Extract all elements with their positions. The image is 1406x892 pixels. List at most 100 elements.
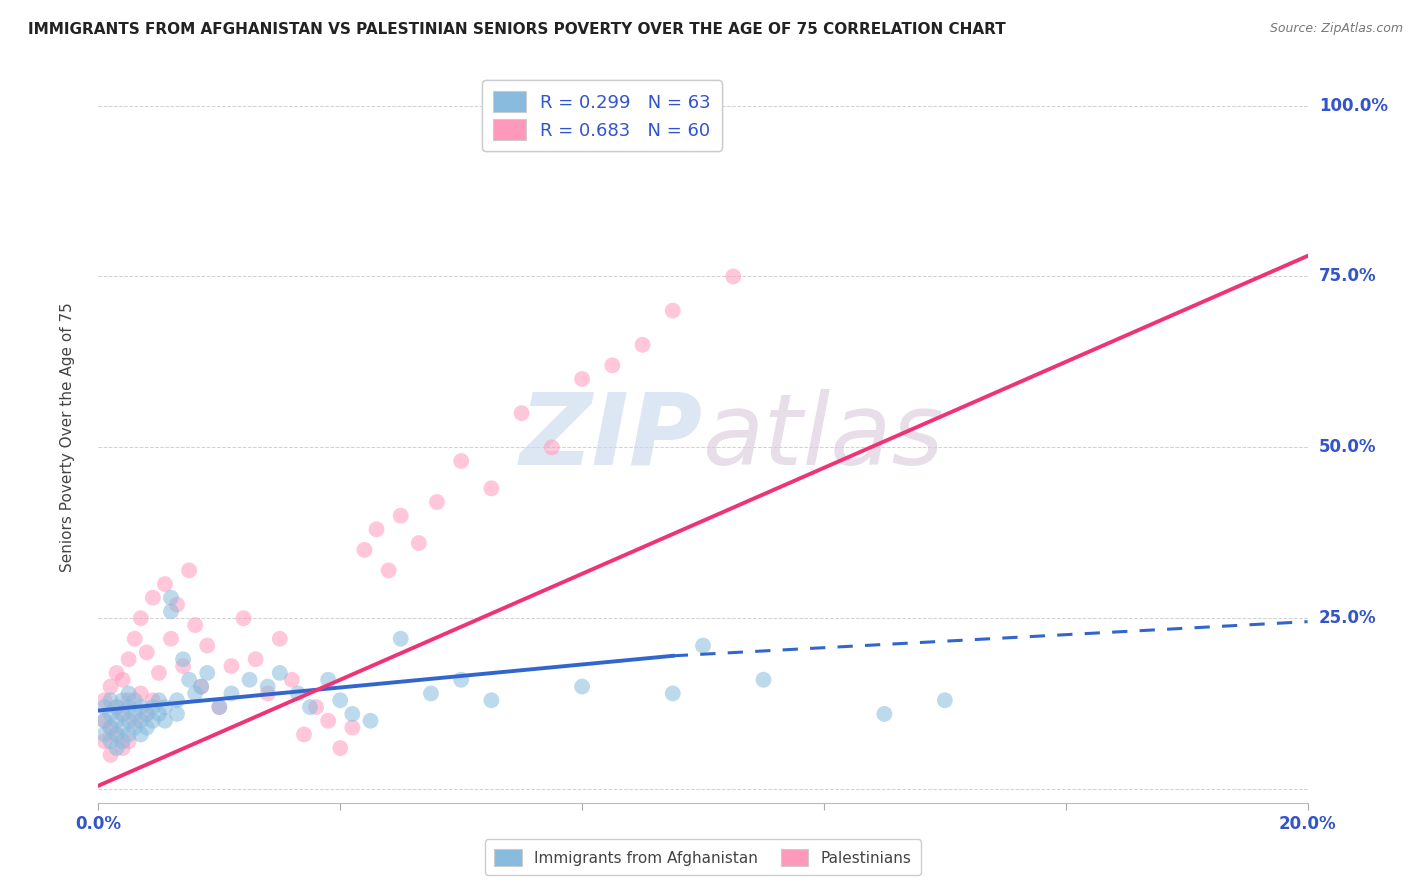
Point bbox=[93, 693, 115, 707]
Point bbox=[269, 665, 291, 680]
Point bbox=[752, 673, 775, 687]
Point bbox=[153, 714, 176, 728]
Point bbox=[160, 591, 183, 605]
Point bbox=[661, 686, 683, 700]
Point bbox=[105, 741, 128, 756]
Point bbox=[142, 714, 165, 728]
Point bbox=[172, 659, 194, 673]
Point bbox=[93, 714, 115, 728]
Point bbox=[934, 693, 956, 707]
Point bbox=[221, 659, 243, 673]
Point bbox=[305, 700, 328, 714]
Point bbox=[221, 686, 243, 700]
Point bbox=[232, 611, 254, 625]
Point bbox=[129, 714, 152, 728]
Point bbox=[118, 727, 141, 741]
Point bbox=[269, 632, 291, 646]
Point bbox=[419, 686, 441, 700]
Point bbox=[329, 741, 352, 756]
Point bbox=[148, 693, 170, 707]
Point bbox=[100, 706, 122, 721]
Point bbox=[93, 727, 115, 741]
Text: 75.0%: 75.0% bbox=[1319, 268, 1376, 285]
Point bbox=[129, 686, 152, 700]
Point bbox=[153, 700, 176, 714]
Point bbox=[166, 693, 188, 707]
Point bbox=[135, 706, 157, 721]
Point bbox=[366, 522, 388, 536]
Point bbox=[426, 495, 449, 509]
Point bbox=[111, 734, 134, 748]
Point bbox=[190, 680, 212, 694]
Point bbox=[148, 665, 170, 680]
Text: Source: ZipAtlas.com: Source: ZipAtlas.com bbox=[1270, 22, 1403, 36]
Point bbox=[111, 741, 134, 756]
Point bbox=[118, 700, 141, 714]
Point bbox=[256, 686, 278, 700]
Point bbox=[142, 591, 165, 605]
Point bbox=[692, 639, 714, 653]
Point bbox=[256, 680, 278, 694]
Point bbox=[408, 536, 430, 550]
Point bbox=[602, 359, 624, 373]
Point bbox=[342, 721, 364, 735]
Point bbox=[129, 700, 152, 714]
Point bbox=[105, 700, 128, 714]
Point bbox=[245, 652, 267, 666]
Point bbox=[124, 693, 146, 707]
Point bbox=[118, 686, 141, 700]
Point bbox=[111, 721, 134, 735]
Point bbox=[190, 680, 212, 694]
Point bbox=[353, 542, 375, 557]
Point bbox=[100, 693, 122, 707]
Point bbox=[184, 686, 207, 700]
Point bbox=[93, 714, 115, 728]
Point bbox=[111, 706, 134, 721]
Point bbox=[118, 693, 141, 707]
Point bbox=[129, 727, 152, 741]
Point bbox=[177, 563, 201, 577]
Point bbox=[450, 673, 472, 687]
Point bbox=[153, 577, 176, 591]
Point bbox=[100, 721, 122, 735]
Point bbox=[118, 652, 141, 666]
Point bbox=[481, 693, 503, 707]
Point bbox=[111, 673, 134, 687]
Point bbox=[166, 598, 188, 612]
Point bbox=[377, 563, 399, 577]
Text: atlas: atlas bbox=[703, 389, 945, 485]
Point bbox=[316, 714, 339, 728]
Point bbox=[118, 734, 141, 748]
Point bbox=[571, 372, 593, 386]
Point bbox=[329, 693, 352, 707]
Text: IMMIGRANTS FROM AFGHANISTAN VS PALESTINIAN SENIORS POVERTY OVER THE AGE OF 75 CO: IMMIGRANTS FROM AFGHANISTAN VS PALESTINI… bbox=[28, 22, 1005, 37]
Point bbox=[184, 618, 207, 632]
Point bbox=[142, 693, 165, 707]
Point bbox=[118, 714, 141, 728]
Point bbox=[100, 747, 122, 762]
Point bbox=[481, 481, 503, 495]
Point bbox=[208, 700, 231, 714]
Text: 50.0%: 50.0% bbox=[1319, 438, 1376, 457]
Point bbox=[135, 721, 157, 735]
Legend: Immigrants from Afghanistan, Palestinians: Immigrants from Afghanistan, Palestinian… bbox=[485, 839, 921, 875]
Point bbox=[195, 639, 218, 653]
Point bbox=[124, 721, 146, 735]
Point bbox=[873, 706, 896, 721]
Point bbox=[661, 303, 683, 318]
Point bbox=[450, 454, 472, 468]
Point bbox=[281, 673, 304, 687]
Point bbox=[93, 734, 115, 748]
Point bbox=[111, 693, 134, 707]
Point bbox=[129, 611, 152, 625]
Point bbox=[111, 706, 134, 721]
Point bbox=[721, 269, 744, 284]
Point bbox=[105, 727, 128, 741]
Text: 100.0%: 100.0% bbox=[1319, 96, 1388, 114]
Text: 25.0%: 25.0% bbox=[1319, 609, 1376, 627]
Point bbox=[177, 673, 201, 687]
Point bbox=[124, 714, 146, 728]
Point bbox=[316, 673, 339, 687]
Point bbox=[93, 700, 115, 714]
Point bbox=[389, 508, 412, 523]
